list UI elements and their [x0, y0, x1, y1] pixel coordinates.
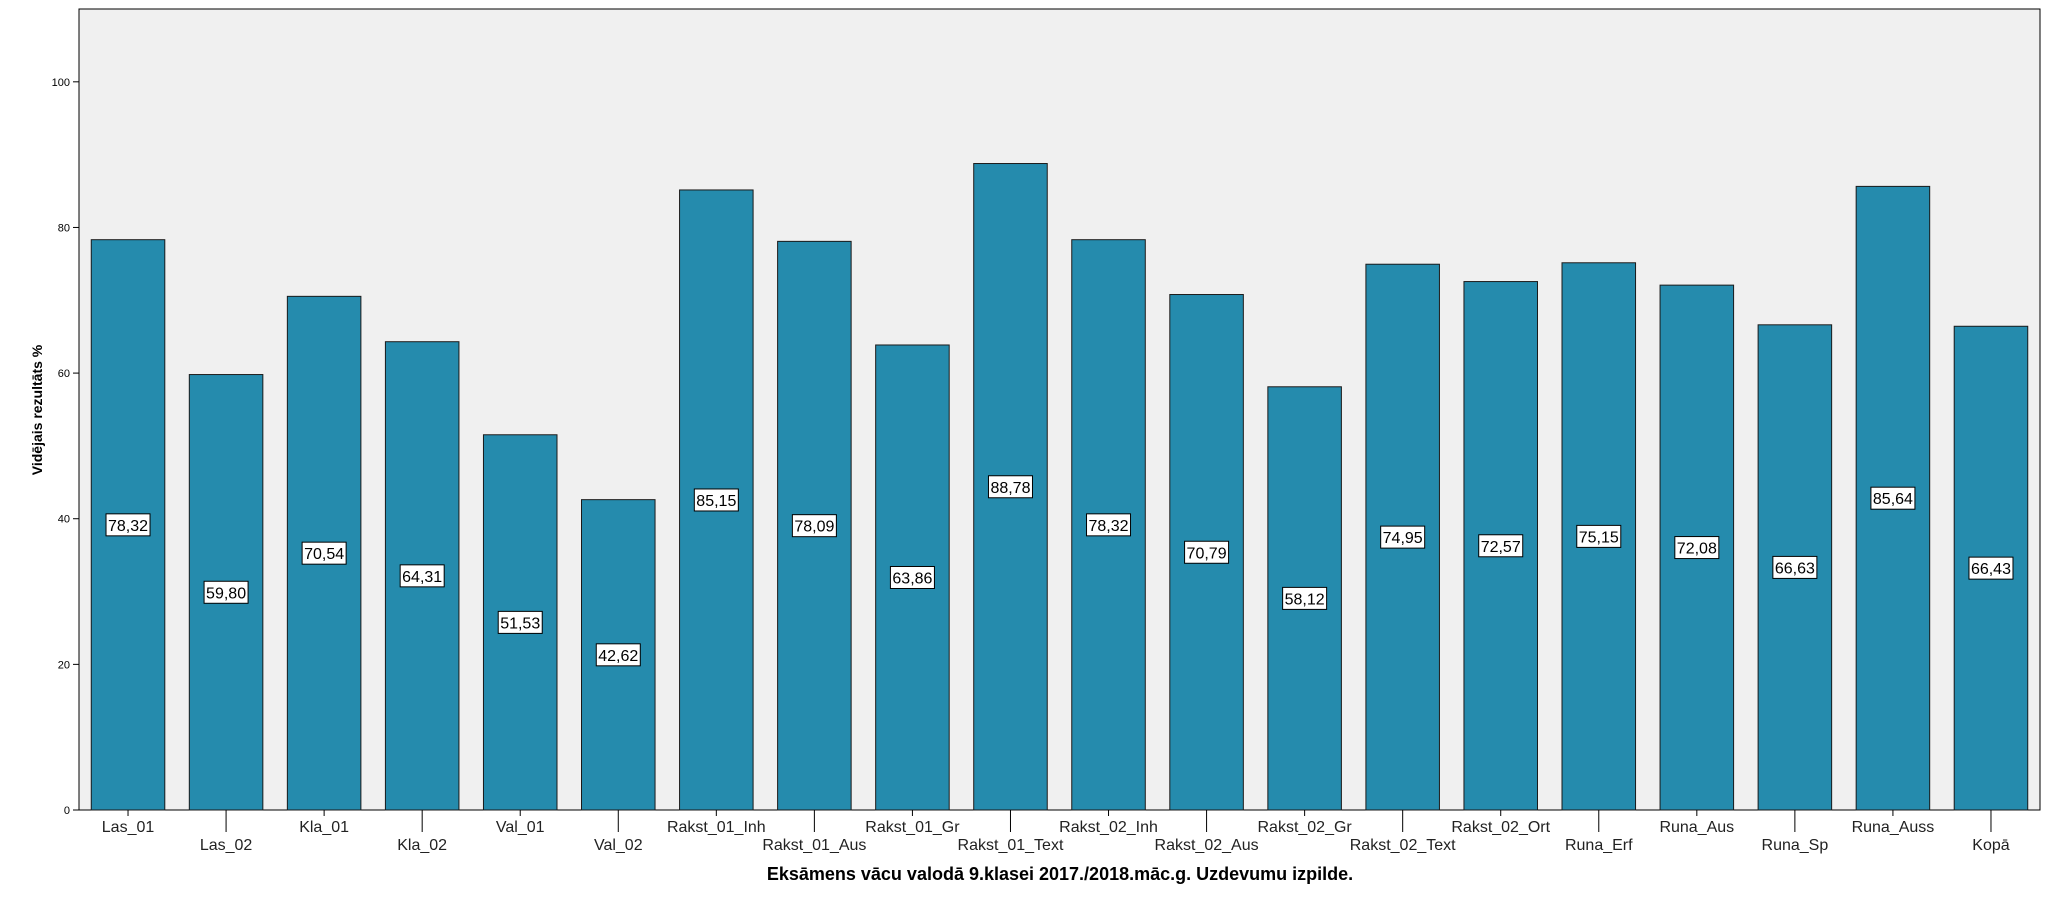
data-label-box — [301, 541, 347, 565]
data-label-box — [889, 565, 935, 589]
data-label: 78,32 — [1089, 518, 1129, 535]
data-label-box — [105, 513, 151, 537]
y-tick-label: 80 — [58, 222, 70, 234]
data-label-box — [1282, 586, 1328, 610]
data-label-box — [1576, 524, 1622, 548]
data-label-box — [399, 564, 445, 588]
y-tick-label: 0 — [64, 805, 70, 817]
y-axis-title: Vidējais rezultāts % — [29, 344, 45, 475]
data-label: 66,43 — [1971, 561, 2011, 578]
category-label: Kla_02 — [397, 837, 447, 854]
category-label: Rakst_02_Ort — [1451, 819, 1550, 836]
category-label: Kla_01 — [299, 819, 349, 836]
y-tick-label: 100 — [52, 77, 70, 89]
data-label: 66,63 — [1775, 560, 1815, 577]
category-label: Runa_Erf — [1565, 837, 1633, 854]
data-label: 72,08 — [1677, 541, 1717, 558]
category-label: Val_02 — [594, 837, 643, 854]
x-axis: Las_01 Las_02 Kla_01 Kla_02 Val_01 Val_02 Raks… — [102, 810, 2010, 854]
category-label: Runa_Auss — [1852, 819, 1935, 836]
data-label: 70,54 — [304, 546, 344, 563]
data-label: 85,15 — [696, 493, 736, 510]
data-label-box — [203, 580, 249, 604]
data-label-box — [1772, 555, 1818, 579]
y-tick-label: 20 — [58, 659, 70, 671]
category-label: Runa_Sp — [1762, 837, 1829, 854]
data-label-box — [1478, 534, 1524, 558]
data-label: 75,15 — [1579, 529, 1619, 546]
category-label: Rakst_01_Gr — [865, 819, 960, 836]
data-label: 88,78 — [990, 480, 1030, 497]
bars: 78,32 59,80 70,54 64,31 51,53 42,62 85,15 78,09… — [90, 163, 2029, 811]
data-label: 51,53 — [500, 615, 540, 632]
data-label-box — [497, 610, 543, 634]
data-label: 64,31 — [402, 569, 442, 586]
plot-area — [78, 8, 2041, 811]
x-axis-title: Eksāmens vācu valodā 9.klasei 2017./2018… — [767, 864, 1353, 884]
data-label-box — [791, 514, 837, 538]
data-label: 70,79 — [1187, 545, 1227, 562]
data-label-box — [595, 643, 641, 667]
category-label: Rakst_02_Text — [1350, 837, 1456, 854]
data-label: 78,09 — [794, 519, 834, 536]
category-label: Rakst_01_Aus — [762, 837, 866, 854]
data-label-box — [987, 475, 1033, 499]
data-label-box — [1380, 525, 1426, 549]
data-label: 59,80 — [206, 585, 246, 602]
category-label: Rakst_02_Aus — [1155, 837, 1259, 854]
data-label: 63,86 — [892, 570, 932, 587]
data-label-box — [1184, 540, 1230, 564]
data-label: 85,64 — [1873, 491, 1913, 508]
category-label: Rakst_02_Inh — [1059, 819, 1158, 836]
y-tick-label: 40 — [58, 514, 70, 526]
data-label: 42,62 — [598, 648, 638, 665]
y-tick-label: 60 — [58, 368, 70, 380]
data-label: 58,12 — [1285, 591, 1325, 608]
data-label-box — [1870, 486, 1916, 510]
category-label: Rakst_01_Inh — [667, 819, 766, 836]
category-label: Las_02 — [200, 837, 253, 854]
category-label: Rakst_02_Gr — [1257, 819, 1352, 836]
data-label: 72,57 — [1481, 539, 1521, 556]
category-label: Las_01 — [102, 819, 155, 836]
y-axis: 0 20 40 60 80 100 — [52, 77, 79, 817]
category-label: Runa_Aus — [1659, 819, 1734, 836]
data-label: 74,95 — [1383, 530, 1423, 547]
data-label-box — [1968, 556, 2014, 580]
data-label-box — [693, 488, 739, 512]
category-label: Rakst_01_Text — [958, 837, 1064, 854]
data-label: 78,32 — [108, 518, 148, 535]
data-label-box — [1674, 536, 1720, 560]
category-label: Val_01 — [496, 819, 545, 836]
data-label-box — [1086, 513, 1132, 537]
category-label: Kopā — [1972, 837, 2009, 854]
